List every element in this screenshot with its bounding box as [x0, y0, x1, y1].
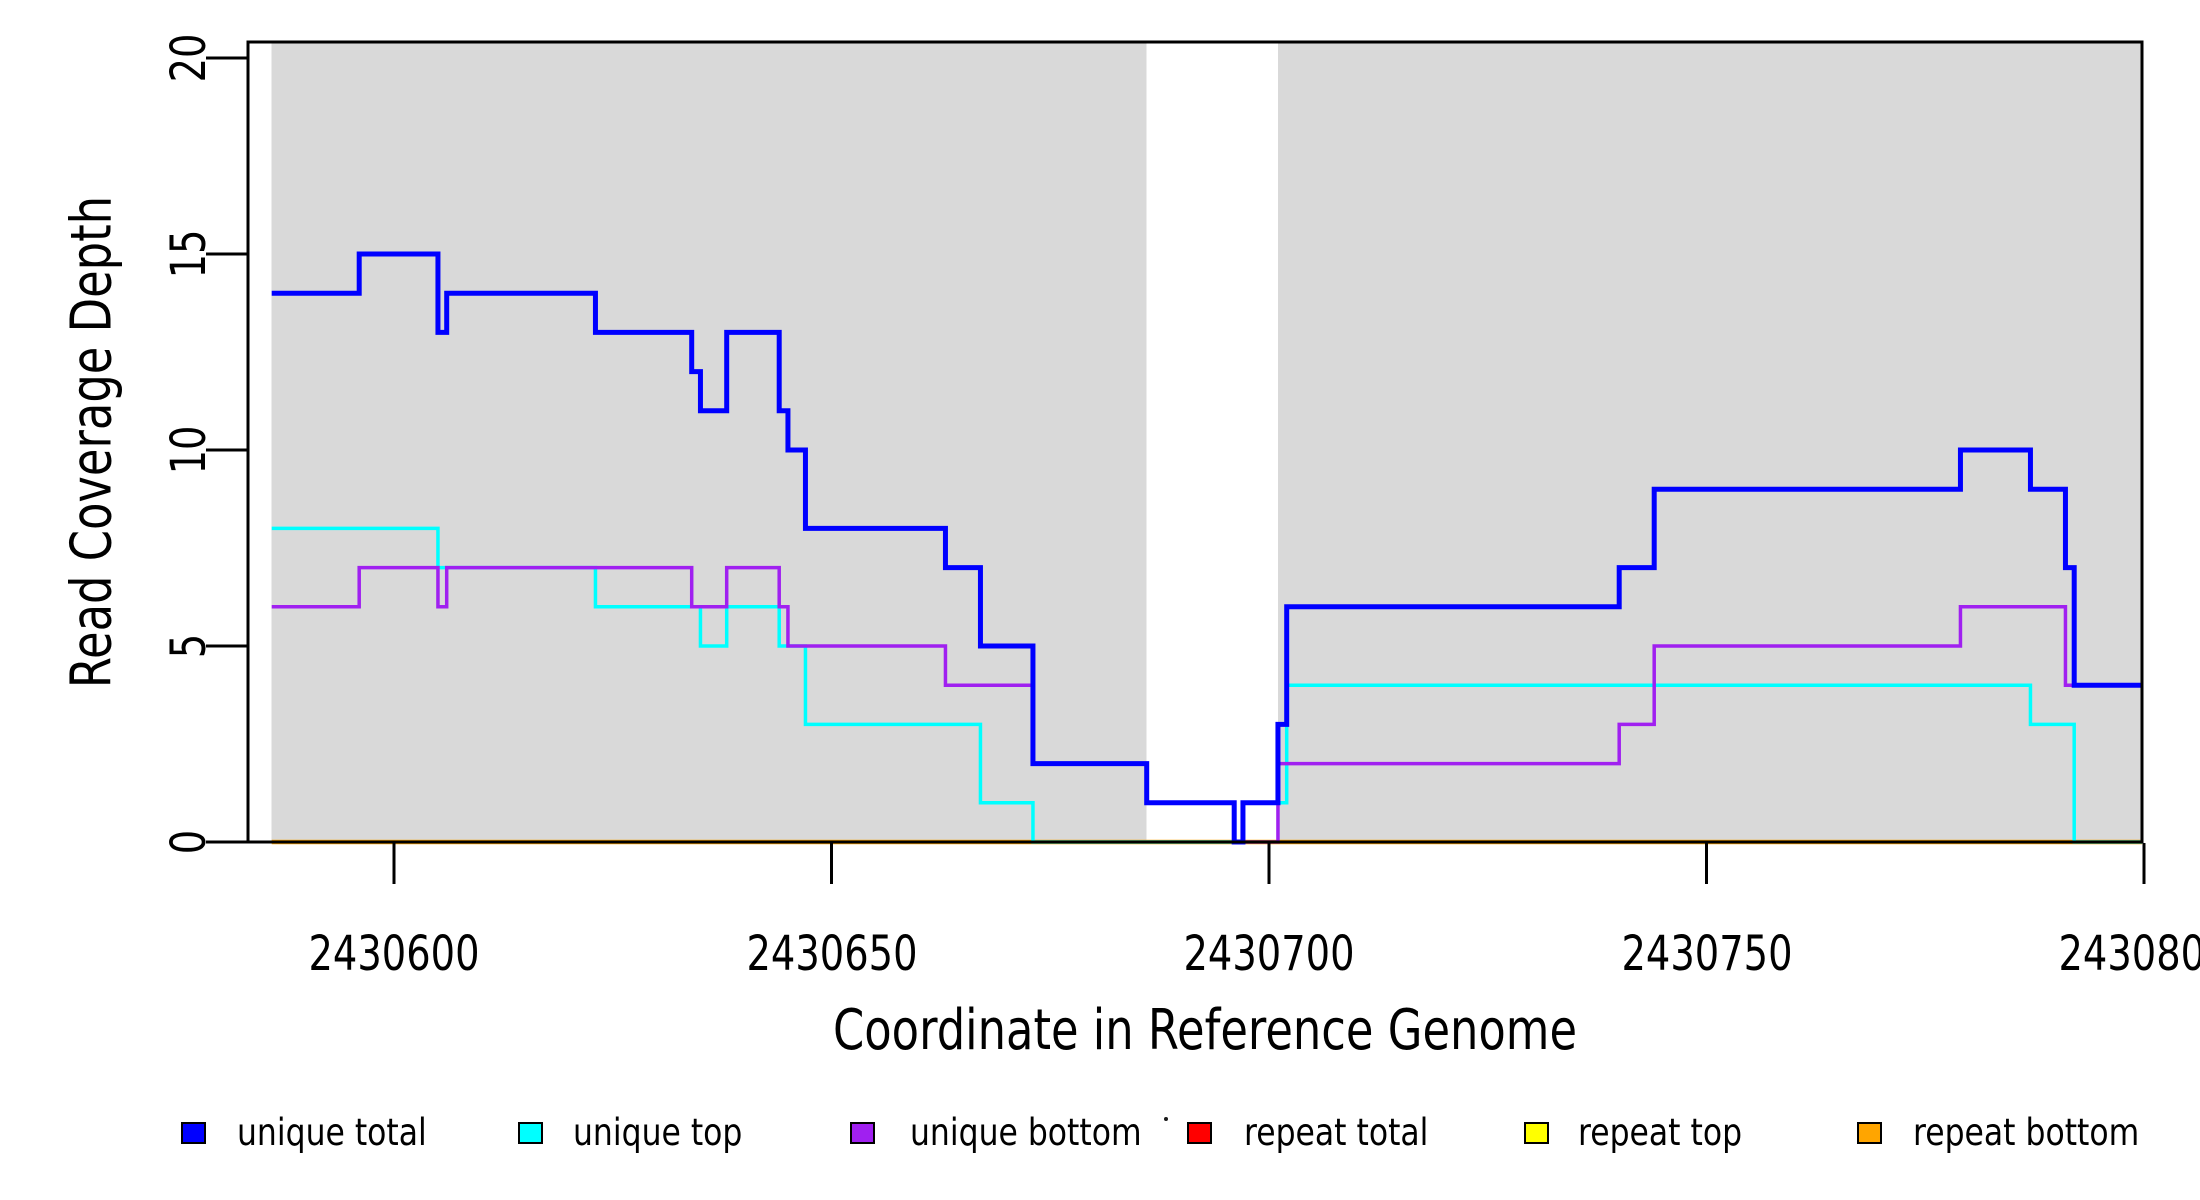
legend-swatch-repeat-top	[1524, 1122, 1549, 1144]
legend-label-repeat-total: repeat total	[1244, 1111, 1429, 1154]
y-tick-label-5: 5	[161, 633, 217, 659]
legend-label-repeat-top: repeat top	[1578, 1111, 1743, 1154]
legend-label-unique-bottom: unique bottom	[910, 1111, 1142, 1154]
x-tick-label-2430750: 2430750	[1621, 926, 1793, 982]
x-tick-label-2430700: 2430700	[1183, 926, 1355, 982]
y-tick-label-10: 10	[161, 425, 217, 475]
legend-swatch-repeat-bottom	[1857, 1122, 1882, 1144]
y-tick-label-20: 20	[161, 33, 217, 83]
legend-swatch-unique-bottom	[850, 1122, 875, 1144]
legend-swatch-unique-top	[518, 1122, 543, 1144]
legend-label-unique-total: unique total	[237, 1111, 427, 1154]
y-axis-title: Read Coverage Depth	[59, 195, 125, 689]
legend-label-repeat-bottom: repeat bottom	[1913, 1111, 2140, 1154]
y-tick-label-15: 15	[161, 229, 217, 279]
legend-swatch-unique-total	[181, 1122, 206, 1144]
legend-swatch-repeat-total	[1187, 1122, 1212, 1144]
x-tick-label-2430650: 2430650	[746, 926, 918, 982]
y-tick-label-0: 0	[161, 829, 217, 855]
stray-dot	[1164, 1117, 1168, 1121]
legend-label-unique-top: unique top	[573, 1111, 743, 1154]
x-tick-label-2430600: 2430600	[308, 926, 480, 982]
x-tick-label-2430800: 2430800	[2058, 926, 2200, 982]
x-axis-title: Coordinate in Reference Genome	[832, 998, 1578, 1063]
